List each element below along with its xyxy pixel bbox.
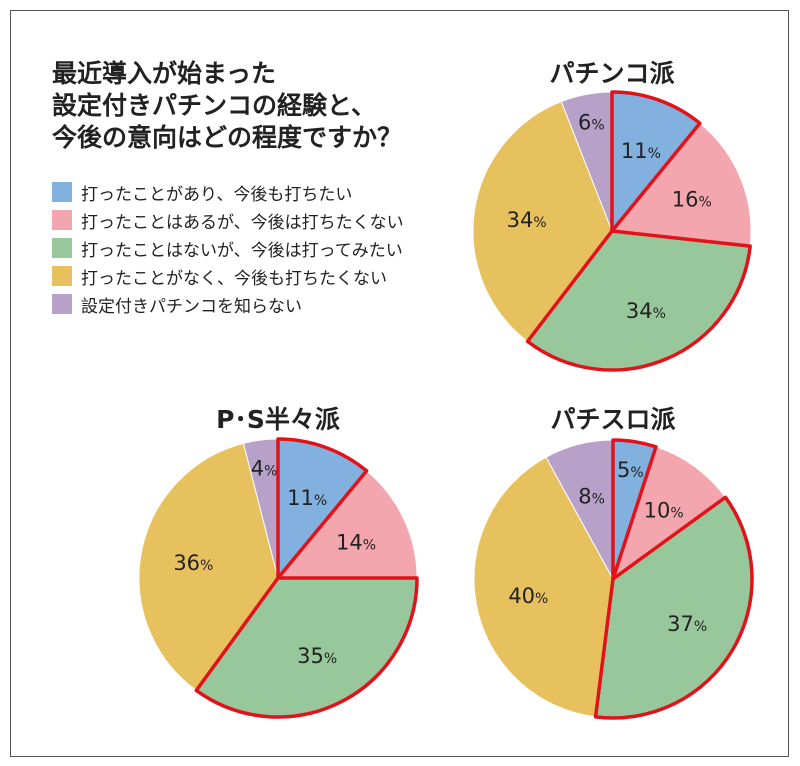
percent-sign: % — [630, 465, 643, 481]
pie-title: パチスロ派 — [550, 405, 675, 434]
percent-sign: % — [653, 306, 666, 322]
pie-slice — [276, 470, 418, 579]
legend-item: 打ったことはあるが、今後は打ちたくない — [52, 206, 404, 234]
highlight-outline — [276, 437, 369, 580]
slice-label: 8% — [578, 485, 605, 509]
legend-label: 打ったことはないが、今後は打ってみたい — [81, 240, 403, 261]
legend-item: 打ったことはないが、今後は打ってみたい — [52, 234, 404, 262]
legend-swatch — [52, 266, 72, 286]
percent-sign: % — [533, 215, 546, 231]
legend-label: 打ったことがなく、今後も打ちたくない — [81, 268, 387, 289]
highlight-outline — [593, 495, 754, 720]
legend: 打ったことがあり、今後も打ちたい打ったことはあるが、今後は打ちたくない 打ったこと… — [52, 178, 404, 318]
percent-sign: % — [648, 146, 661, 162]
slice-label: 16% — [672, 187, 712, 211]
percent-sign: % — [592, 492, 605, 508]
legend-item: 打ったことがなく、今後も打ちたくない — [52, 262, 404, 290]
legend-swatch — [52, 182, 72, 202]
legend-item: 打ったことがあり、今後も打ちたい — [52, 178, 404, 206]
percent-sign: % — [694, 619, 707, 635]
title-line: 設定付きパチンコの経験と、 — [52, 91, 377, 120]
pie-slice — [472, 100, 613, 343]
legend-swatch — [52, 294, 72, 314]
legend-swatch — [52, 238, 72, 258]
percent-sign: % — [698, 194, 711, 210]
highlight-outline — [194, 576, 419, 719]
legend-item: 設定付きパチンコを知らない — [52, 290, 404, 318]
title-line: 最近導入が始まった — [52, 59, 277, 88]
percent-sign: % — [591, 118, 604, 134]
title-line: 今後の意向はどの程度ですか？ — [52, 123, 403, 152]
pie-slice — [473, 456, 614, 718]
pie-slice — [611, 122, 752, 247]
legend-label: 打ったことはあるが、今後は打ちたくない — [81, 212, 404, 233]
pie-title: パチンコ派 — [549, 59, 674, 88]
percent-sign: % — [535, 591, 548, 607]
percent-sign: % — [264, 464, 277, 480]
legend-label: 打ったことがあり、今後も打ちたい — [81, 184, 353, 205]
percent-sign: % — [363, 537, 376, 553]
chart-title: 最近導入が始まった 設定付きパチンコの経験と、 今後の意向はどの程度ですか？ — [52, 58, 402, 154]
highlight-outline — [525, 229, 752, 372]
legend-label: 設定付きパチンコを知らない — [81, 296, 302, 317]
slice-label: 5% — [617, 458, 644, 482]
highlight-outline — [610, 90, 702, 233]
percent-sign: % — [324, 651, 337, 667]
pie-title: P･S半々派 — [216, 405, 340, 434]
pie-slice — [138, 442, 279, 692]
percent-sign: % — [314, 493, 327, 509]
percent-sign: % — [200, 558, 213, 574]
chart-frame — [10, 10, 789, 757]
legend-swatch — [52, 210, 72, 230]
slice-label: 36% — [173, 551, 213, 575]
percent-sign: % — [670, 505, 683, 521]
highlight-outline — [611, 438, 658, 581]
slice-label: 4% — [251, 457, 278, 481]
